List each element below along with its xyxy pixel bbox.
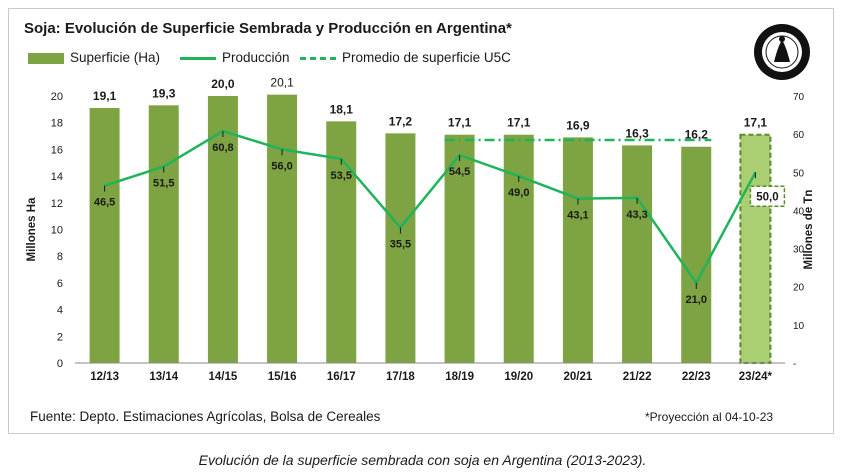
y-right-tick-7: 70 — [793, 92, 805, 103]
legend-item-surface: Superficie (Ha) — [28, 50, 160, 65]
y-left-tick-2: 4 — [57, 305, 63, 317]
x-tick-label-6: 18/19 — [445, 371, 474, 383]
chart-title: Soja: Evolución de Superficie Sembrada y… — [24, 20, 512, 37]
bar-0 — [89, 108, 120, 363]
bar-label-10: 16,2 — [685, 128, 709, 142]
y-left-tick-9: 18 — [51, 118, 63, 130]
bar-label-3: 20,1 — [270, 76, 294, 90]
y-left-tick-10: 20 — [51, 91, 63, 103]
bar-label-4: 18,1 — [330, 102, 354, 116]
x-tick-label-10: 22/23 — [682, 371, 711, 383]
bar-label-11: 17,1 — [744, 116, 768, 130]
y-left-tick-3: 6 — [57, 278, 63, 290]
y-left-tick-4: 8 — [57, 251, 63, 263]
y-right-tick-4: 40 — [793, 206, 805, 217]
legend-item-average: Promedio de superficie U5C — [300, 50, 511, 65]
bar-11 — [739, 133, 772, 364]
x-tick-label-2: 14/15 — [209, 371, 238, 383]
bar-label-6: 17,1 — [448, 116, 472, 130]
bar-6 — [444, 134, 475, 363]
source-text: Fuente: Depto. Estimaciones Agrícolas, B… — [30, 409, 381, 424]
y-right-tick-3: 30 — [793, 245, 805, 256]
production-label-box-11 — [749, 185, 786, 208]
production-label-7: 49,0 — [508, 187, 529, 199]
y-right-axis-title: Millones de Tn — [803, 190, 815, 270]
bar-label-8: 16,9 — [566, 118, 590, 132]
figure-caption: Evolución de la superficie sembrada con … — [198, 452, 647, 468]
production-label-10: 21,0 — [686, 294, 707, 306]
production-label-4: 53,5 — [331, 170, 352, 182]
bolsa-de-cereales-logo — [754, 24, 810, 80]
y-right-tick-0: - — [793, 359, 796, 370]
bar-label-2: 20,0 — [211, 77, 235, 91]
production-label-5: 35,5 — [390, 239, 411, 251]
y-left-tick-1: 2 — [57, 331, 63, 343]
x-tick-label-11: 23/24* — [739, 371, 773, 383]
production-label-0: 46,5 — [94, 197, 115, 209]
bar-label-5: 17,2 — [389, 114, 413, 128]
bar-8 — [562, 137, 593, 363]
production-label-2: 60,8 — [212, 142, 233, 154]
legend-label-average: Promedio de superficie U5C — [342, 50, 511, 65]
x-tick-label-5: 17/18 — [386, 371, 415, 383]
projection-note: *Proyección al 04-10-23 — [645, 410, 774, 424]
production-line — [104, 129, 757, 285]
y-left-tick-5: 10 — [51, 225, 63, 237]
y-left-tick-6: 12 — [51, 198, 63, 210]
legend-swatch-line — [180, 56, 216, 60]
bar-label-7: 17,1 — [507, 116, 531, 130]
production-label-11: 50,0 — [756, 191, 778, 203]
production-label-9: 43,3 — [626, 209, 647, 221]
x-tick-label-1: 13/14 — [149, 371, 178, 383]
y-left-axis-title: Millones Ha — [26, 197, 38, 262]
y-left-tick-7: 14 — [51, 171, 63, 183]
bar-label-9: 16,3 — [625, 126, 649, 140]
legend-swatch-dashed — [300, 56, 336, 60]
production-label-1: 51,5 — [153, 178, 174, 190]
legend-label-surface: Superficie (Ha) — [70, 50, 161, 65]
y-left-tick-8: 16 — [51, 144, 63, 156]
bar-10 — [681, 146, 712, 363]
x-tick-label-3: 15/16 — [268, 371, 297, 383]
bar-1 — [148, 105, 179, 363]
bar-7 — [503, 134, 534, 363]
x-tick-label-4: 16/17 — [327, 371, 356, 383]
bar-label-0: 19,1 — [93, 89, 117, 103]
y-left-tick-0: 0 — [57, 358, 63, 370]
y-right-tick-5: 50 — [793, 168, 805, 179]
x-tick-label-8: 20/21 — [564, 371, 593, 383]
legend-swatch-bar — [28, 52, 64, 64]
production-label-3: 56,0 — [271, 160, 292, 172]
chart-plot: 19,1 19,3 20,0 20,1 18,1 17,2 17,1 17,1 16,9 16,3… — [26, 76, 815, 383]
bar-3 — [267, 94, 298, 363]
bar-label-1: 19,3 — [152, 86, 176, 100]
legend-label-production: Producción — [222, 50, 290, 65]
x-tick-label-9: 21/22 — [623, 371, 652, 383]
y-right-tick-2: 20 — [793, 283, 805, 294]
bar-9 — [622, 145, 653, 363]
production-label-6: 54,5 — [449, 166, 470, 178]
x-tick-label-0: 12/13 — [90, 371, 119, 383]
legend-item-production: Producción — [180, 50, 290, 65]
x-tick-label-7: 19/20 — [504, 371, 533, 383]
bar-2 — [207, 96, 238, 363]
y-right-tick-6: 60 — [793, 130, 805, 141]
y-right-tick-1: 10 — [793, 321, 805, 332]
production-label-8: 43,1 — [567, 210, 588, 222]
bar-5 — [385, 133, 416, 363]
